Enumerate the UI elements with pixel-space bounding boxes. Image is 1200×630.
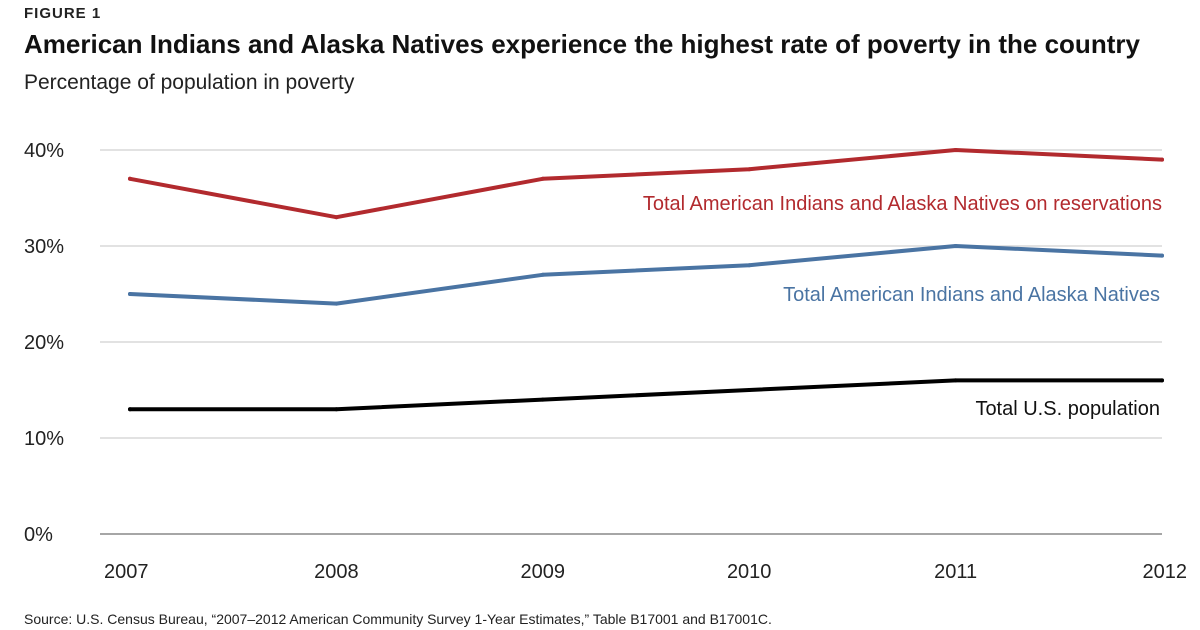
data-point-aian: [540, 272, 545, 277]
data-point-reservations: [334, 215, 339, 220]
y-tick-label: 10%: [24, 428, 64, 450]
x-tick-label: 2010: [727, 561, 772, 583]
series-line-reservations: [128, 148, 1164, 220]
data-point-reservations: [540, 176, 545, 181]
data-point-aian: [747, 263, 752, 268]
data-point-reservations: [1160, 157, 1164, 162]
y-tick-label: 0%: [24, 524, 53, 546]
y-tick-label: 20%: [24, 332, 64, 354]
data-point-us_total: [1160, 378, 1164, 383]
figure-label: FIGURE 1: [24, 5, 102, 22]
series-label-us_total: Total U.S. population: [975, 398, 1160, 420]
series-line-aian: [128, 244, 1164, 306]
data-point-reservations: [953, 148, 958, 152]
data-point-aian: [128, 292, 132, 296]
data-point-reservations: [747, 167, 752, 172]
data-point-aian: [953, 244, 958, 248]
data-point-us_total: [953, 378, 958, 383]
x-tick-label: 2011: [934, 561, 977, 583]
x-tick-label: 2009: [521, 561, 566, 583]
y-tick-label: 30%: [24, 236, 64, 258]
data-point-aian: [1160, 253, 1164, 258]
x-tick-label: 2012: [1143, 561, 1188, 583]
x-tick-label: 2007: [104, 561, 149, 583]
data-point-us_total: [128, 407, 132, 412]
y-tick-label: 40%: [24, 140, 64, 162]
series-label-reservations: Total American Indians and Alaska Native…: [643, 193, 1162, 215]
data-point-aian: [334, 301, 339, 306]
data-point-reservations: [128, 176, 132, 181]
x-tick-label: 2008: [314, 561, 359, 583]
chart-subtitle: Percentage of population in poverty: [24, 71, 355, 94]
data-point-us_total: [540, 397, 545, 402]
data-point-us_total: [334, 407, 339, 412]
source-note: Source: U.S. Census Bureau, “2007–2012 A…: [24, 611, 772, 627]
chart-title: American Indians and Alaska Natives expe…: [24, 29, 1140, 59]
data-point-us_total: [747, 388, 752, 392]
series-line-us_total: [128, 378, 1164, 412]
series-label-aian: Total American Indians and Alaska Native…: [783, 284, 1160, 306]
